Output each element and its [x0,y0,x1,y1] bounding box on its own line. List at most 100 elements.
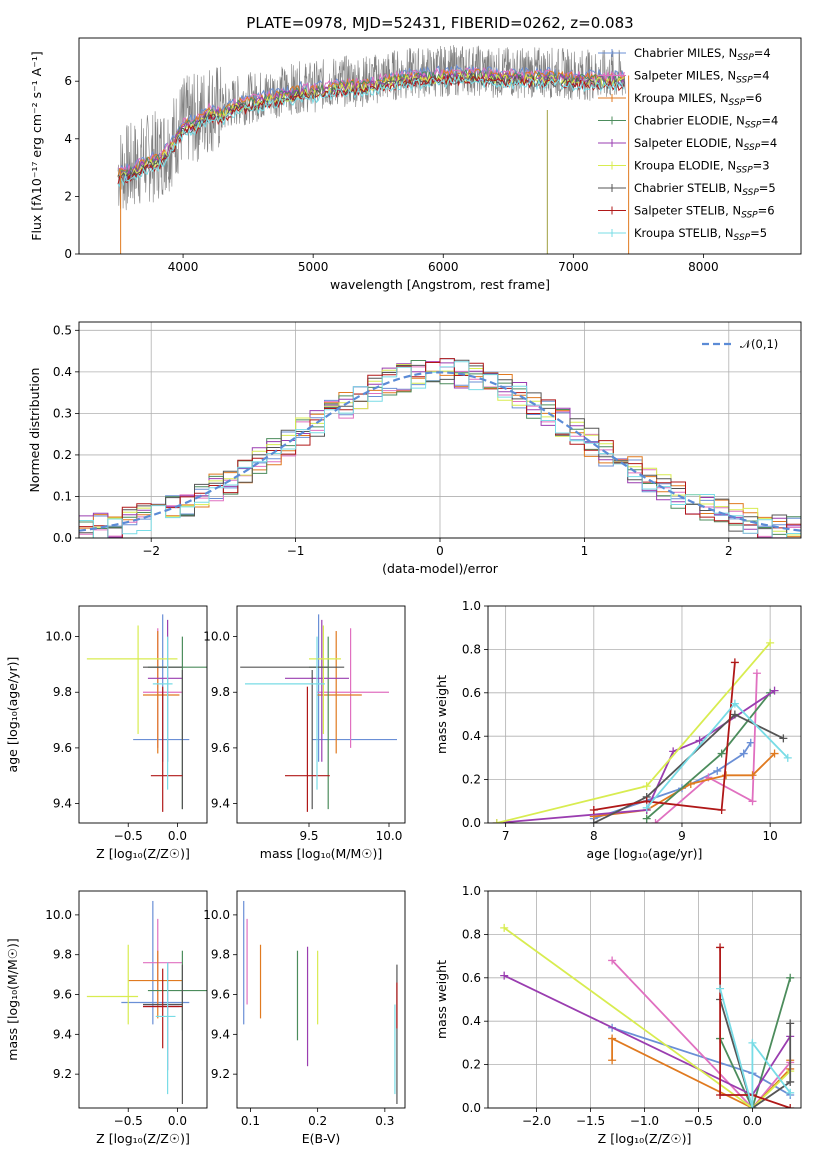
y-tick-label: 9.4 [211,1027,230,1041]
plus-marker [748,1038,757,1047]
plus-marker [748,1104,757,1108]
y-tick-label: 0 [64,247,72,261]
x-tick-label: 8 [590,829,598,843]
series [492,638,775,823]
y-tick-label: 0.0 [53,531,72,545]
y-tick-label: 0.4 [462,729,481,743]
x-tick-label: 2 [725,544,733,558]
x-tick-label: 5000 [298,260,329,274]
y-tick-label: 10.0 [45,908,72,922]
x-tick-label: 0.2 [308,1114,327,1128]
data-point [155,962,176,1095]
legend-value: =4 [753,69,770,83]
plus-marker [730,658,739,667]
legend-label: Chabrier MILES, NSSP=4 [634,46,771,63]
plus-marker [748,771,757,780]
plus-marker [608,1056,617,1065]
residuals-legend: 𝒩(0,1) [702,337,778,351]
series [492,686,779,823]
y-tick-label: 10.0 [45,630,72,644]
series-line [611,1026,791,1096]
data-point [245,636,325,790]
plus-marker [717,749,726,758]
y-axis-label: mass [log₁₀(M/M☉)] [5,938,20,1060]
mass_weight_vs_age-series [492,638,792,823]
legend-value: =5 [759,181,776,195]
legend-value: =4 [761,114,778,128]
legend-value: =4 [760,136,777,150]
plus-marker [786,973,795,982]
plus-marker [608,1034,617,1043]
y-tick-label: 0.4 [53,365,72,379]
mass_vs_EBV-frame [236,890,406,1109]
series-line [503,974,791,1097]
legend-label: Salpeter ELODIE, NSSP=4 [634,136,777,153]
figure-title: PLATE=0978, MJD=52431, FIBERID=0262, z=0… [246,14,633,32]
model-spectrum [117,72,625,181]
plus-marker [730,699,739,708]
plus-marker [786,1104,795,1108]
y-tick-label: 9.6 [211,988,230,1002]
mass_vs_EBV-axes: 0.1 0.2 0.3 9.2 9.4 9.6 9.8 10.0 E(B-V) [203,908,394,1146]
data-point [317,628,389,748]
x-tick-label: 7000 [558,260,589,274]
y-axis-label: age [log₁₀(age/yr)] [5,657,20,773]
plus-marker [746,738,755,747]
mass_weight_vs_Z-series [500,923,795,1108]
x-tick-label: 8000 [688,260,719,274]
x-tick-label: −2.0 [522,1114,551,1128]
y-tick-label: 0.8 [462,642,481,656]
x-tick-label: −1.0 [630,1114,659,1128]
y-tick-label: 0.2 [462,773,481,787]
x-tick-label: 0.1 [241,1114,260,1128]
legend-sub: SSP [745,121,762,131]
spectrum-lines [117,45,630,254]
legend-sub: SSP [742,188,759,198]
x-tick-label: 9 [678,829,686,843]
y-tick-label: 9.8 [53,948,72,962]
data-point [147,619,183,762]
series [642,699,792,812]
data-point [143,666,183,810]
x-tick-label: 0.0 [168,829,187,843]
data-point [86,944,139,1025]
data-point [86,625,178,734]
y-tick-label: 9.2 [211,1067,230,1081]
legend-value: =3 [753,159,770,173]
data-point [312,614,397,762]
data-point [240,666,345,810]
plus-marker [642,814,651,823]
plus-marker [786,1088,795,1097]
legend-label: Salpeter STELIB, NSSP=6 [634,204,775,221]
series [589,658,739,814]
data-point [147,636,207,810]
y-tick-label: 0.2 [53,448,72,462]
legend-label: 𝒩(0,1) [740,337,778,351]
y-tick-label: 0.3 [53,406,72,420]
series-line [646,702,789,809]
model-spectrum [117,75,625,188]
age_vs_Z-axes: −0.5 0.0 9.4 9.6 9.8 10.0 Z [log₁₀(Z/Z☉)] age [… [5,630,190,861]
plus-marker [770,749,779,758]
data-point [128,950,183,1019]
series-line [719,977,792,1108]
y-axis-label: mass weight [434,675,449,754]
age_vs_mass-frame [236,605,406,824]
y-tick-label: 10.0 [203,630,230,644]
plus-marker [589,805,598,814]
x-axis-label: wavelength [Angstrom, rest frame] [330,277,550,292]
y-tick-label: 0.8 [462,927,481,941]
plus-marker [651,819,660,823]
mass_weight_vs_Z-frame [487,890,802,1109]
plus-marker [716,943,725,952]
plus-marker [717,805,726,814]
residual-histogram [79,361,801,538]
mass_vs_Z-axes: −0.5 0.0 9.2 9.4 9.6 9.8 10.0 Z [log₁₀(Z/Z☉)] ma… [5,908,190,1146]
legend-label: Kroupa MILES, NSSP=6 [634,91,762,108]
x-tick-label: 0.0 [168,1114,187,1128]
x-axis-label: (data-model)/error [382,561,499,576]
y-tick-label: 9.8 [211,948,230,962]
normal-curve [79,371,801,532]
residual-histogram [79,358,801,538]
